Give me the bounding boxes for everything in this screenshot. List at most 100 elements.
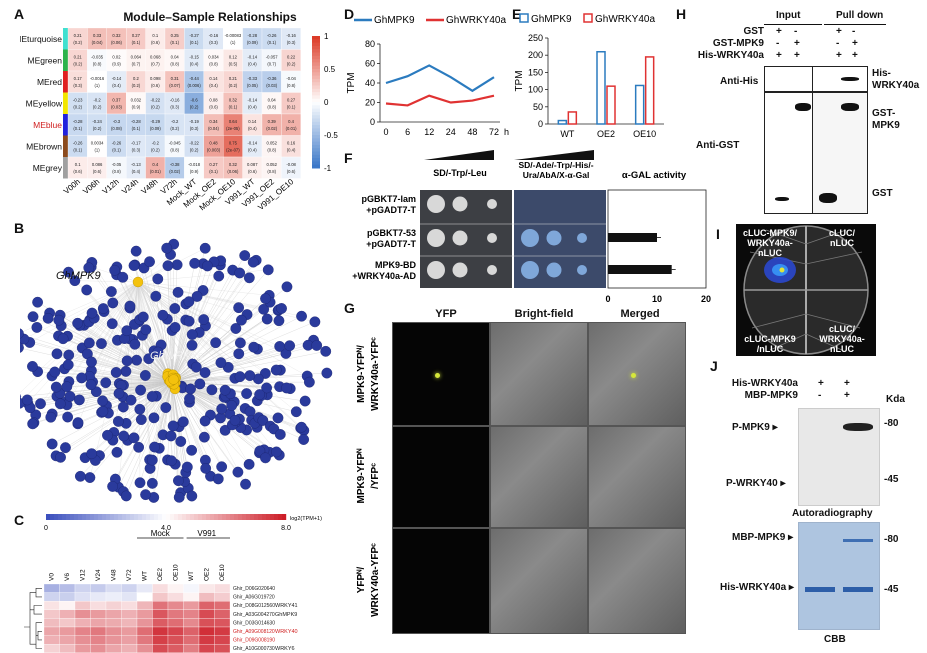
heatmap-cell-pval: (0.1)	[287, 105, 296, 110]
network-node	[121, 325, 133, 337]
x-tick-label: OE2	[597, 129, 615, 139]
heatmap-cell	[223, 92, 243, 115]
heatmap-cell	[223, 27, 243, 50]
expr-cell	[105, 609, 122, 619]
network-node	[86, 448, 98, 460]
colorbar-c-step	[258, 514, 263, 520]
heatmap-cell	[281, 135, 301, 158]
heatmap-cell	[261, 135, 282, 158]
sample-label: V24h	[120, 177, 140, 196]
heatmap-cell-pval: (0.1)	[229, 105, 238, 110]
network-node	[173, 491, 185, 503]
luc-q4: cLUC/WRKY40a-nLUC	[812, 324, 872, 354]
heatmap-cell	[261, 49, 282, 72]
network-edge	[58, 320, 173, 383]
bifc-r3-merged	[588, 528, 686, 634]
network-node	[102, 429, 113, 441]
colorbar-step	[312, 105, 320, 110]
heatmap-cell-corr: 0.22	[287, 55, 296, 60]
network-node	[243, 272, 255, 284]
heatmap-cell-corr: 0.75	[229, 141, 238, 146]
network-edge	[137, 281, 204, 320]
x-tick-label: 24	[446, 127, 456, 137]
heatmap-cell-pval: (0.8)	[170, 148, 179, 153]
heatmap-cell-corr: 0.2	[133, 76, 139, 81]
heatmap-cell-pval: (1)	[95, 83, 101, 88]
network-node	[51, 348, 63, 360]
lane-mark: +	[852, 38, 858, 49]
lane-mark: +	[794, 38, 800, 49]
luc-q3-line: cLUC-MPK9	[744, 334, 796, 344]
heatmap-cell	[242, 135, 263, 158]
heatmap-cell-pval: (0.003)	[207, 148, 221, 153]
expr-cell	[152, 635, 169, 645]
network-node	[184, 393, 195, 405]
expr-cell	[59, 644, 76, 653]
expr-cell	[198, 601, 215, 610]
heatmap-cell	[67, 113, 88, 136]
colorbar-c-step	[138, 514, 143, 520]
expr-cell	[214, 592, 231, 602]
colorbar-c-step	[230, 514, 235, 520]
heatmap-cell-pval: (0.1)	[132, 126, 141, 131]
colorbar-c-step	[262, 514, 267, 520]
heatmap-cell-pval: (0.2)	[132, 83, 141, 88]
coexpression-network	[20, 238, 333, 503]
input-gst-band	[775, 197, 789, 201]
column-label: V0	[48, 573, 55, 581]
network-node	[143, 353, 155, 365]
colorbar-step	[312, 164, 320, 169]
expr-cell	[152, 626, 169, 636]
colorbar-step	[312, 141, 320, 146]
colorbar-step	[312, 161, 320, 166]
network-edge	[137, 281, 206, 326]
network-node	[232, 466, 244, 478]
network-node	[83, 337, 95, 349]
network-node	[131, 354, 143, 366]
heatmap-cell-pval: (0.6)	[151, 83, 160, 88]
colorbar-c-step	[106, 514, 111, 520]
column-label: V48	[110, 569, 117, 581]
heatmap-cell-corr: 0.21	[74, 33, 83, 38]
colorbar-step	[312, 148, 320, 152]
network-edge	[171, 302, 271, 383]
panel-label-a: A	[14, 6, 25, 22]
p-wrky40-label: P-WRKY40 ▸	[726, 478, 786, 489]
heatmap-cell	[126, 113, 146, 136]
colorbar-c-step	[146, 514, 151, 520]
heatmap-cell-corr: -0.22	[189, 141, 199, 146]
bifc-col-yfp: YFP	[435, 308, 457, 320]
bifc-r3-label-b: WRKY40a-YFPᶜ	[370, 543, 381, 617]
bar-GhMPK9-WT	[557, 119, 568, 125]
module-color-swatch	[63, 49, 68, 71]
x-tick-label: WT	[560, 129, 574, 139]
network-node	[49, 366, 61, 378]
network-node	[183, 296, 195, 308]
network-node	[135, 384, 146, 396]
colorbar-step	[312, 151, 320, 156]
heatmap-cell-corr: -0.00083	[225, 33, 242, 38]
network-node	[200, 462, 212, 474]
heatmap-cell-corr: 0.1	[152, 33, 158, 38]
x-tick-label: 0	[605, 294, 610, 304]
heatmap-cell-pval: (0.9)	[190, 169, 199, 174]
heatmap-cell-corr: -0.14	[248, 98, 258, 103]
network-node	[206, 384, 218, 396]
heatmap-cell-corr: 0.27	[209, 162, 218, 167]
heatmap-cell-corr: 0.27	[132, 33, 141, 38]
y-tick-label: 20	[365, 98, 375, 108]
panel-label-g: G	[344, 300, 355, 316]
colorbar-c-step	[222, 514, 227, 520]
heatmap-cell	[281, 113, 301, 136]
colorbar-c-step	[198, 514, 203, 520]
network-node	[169, 303, 181, 314]
cbb-label: CBB	[824, 634, 846, 645]
colorbar-c-step	[150, 514, 155, 520]
colorbar-c-step	[70, 514, 75, 520]
network-node	[281, 281, 293, 293]
heatmap-cell	[126, 156, 146, 179]
heatmap-cell	[164, 135, 185, 158]
y-tick-label: 100	[528, 85, 543, 95]
network-node	[62, 411, 74, 423]
network-node	[57, 333, 69, 345]
